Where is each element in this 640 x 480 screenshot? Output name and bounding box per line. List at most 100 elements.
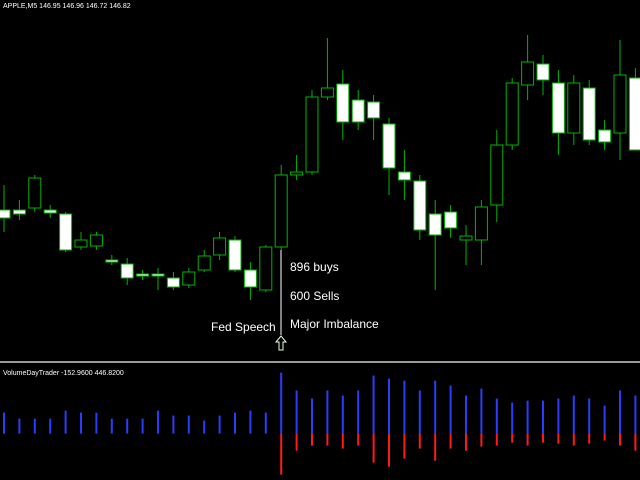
annotation: 600 Sells <box>290 289 339 303</box>
volume-bar <box>465 433 467 451</box>
candle-body <box>444 211 458 229</box>
candle-body <box>413 180 427 231</box>
volume-bar <box>295 390 298 434</box>
candle-body <box>521 61 535 86</box>
annotation: Fed Speech <box>211 320 276 334</box>
volume-bar <box>280 433 283 475</box>
volume-bar <box>295 433 298 451</box>
volume-bar <box>480 388 483 434</box>
annotation: 896 buys <box>290 260 339 274</box>
volume-bar <box>557 398 560 434</box>
candle-body <box>582 87 596 141</box>
candle-body <box>613 74 627 134</box>
candle-body <box>28 177 42 209</box>
candle-body <box>459 235 473 241</box>
volume-bar <box>110 418 113 434</box>
candle-body <box>382 123 396 169</box>
volume-bar <box>495 433 498 446</box>
volume-bar <box>311 433 313 446</box>
candle-body <box>166 277 180 288</box>
volume-bar <box>542 400 544 434</box>
volume-bar <box>418 433 421 449</box>
volume-bar <box>172 415 175 434</box>
volume-bar <box>619 390 621 434</box>
volume-bar <box>95 412 98 434</box>
candle-body <box>182 271 196 286</box>
volume-bar <box>372 375 375 434</box>
candle-body <box>351 99 365 123</box>
candle-body <box>305 96 319 173</box>
volume-bar <box>434 380 437 434</box>
candle-body <box>43 209 57 214</box>
volume-bar <box>603 405 606 434</box>
candle-body <box>367 101 381 119</box>
volume-bar <box>80 412 82 434</box>
candle-body <box>136 273 150 277</box>
volume-bar <box>572 395 575 434</box>
volume-bar <box>403 433 406 459</box>
indicator-header: VolumeDayTrader -152.9600 446.8200 <box>3 370 124 377</box>
candle-body <box>74 239 88 248</box>
candle-body <box>274 174 288 248</box>
volume-bar <box>495 398 498 434</box>
volume-bar <box>218 415 221 434</box>
volume-bar <box>588 398 591 434</box>
volume-bar <box>418 390 421 434</box>
candle-body <box>505 82 519 146</box>
volume-bar <box>157 410 159 434</box>
volume-bar <box>357 433 360 446</box>
volume-bar <box>588 433 591 444</box>
candle-body <box>12 209 26 215</box>
volume-bar <box>326 390 329 434</box>
volume-bar <box>126 418 129 434</box>
volume-bar <box>203 420 206 434</box>
candle-body <box>551 82 565 134</box>
volume-bar <box>64 410 67 434</box>
volume-bar <box>557 433 560 444</box>
volume-bar <box>388 433 390 467</box>
annotation: Major Imbalance <box>290 317 379 331</box>
candle-body <box>397 171 411 181</box>
volume-bar <box>526 400 529 434</box>
candle-body <box>213 237 227 256</box>
candle-body <box>336 83 350 123</box>
volume-bar <box>449 385 452 434</box>
candle-body <box>120 263 134 279</box>
volume-bar <box>388 378 390 434</box>
volume-bar <box>3 412 5 434</box>
volume-bar <box>326 433 329 446</box>
volume-bar <box>619 433 621 446</box>
candle-body <box>567 82 581 134</box>
volume-bar <box>511 433 514 443</box>
volume-bar <box>234 412 236 434</box>
volume-bar <box>603 433 606 441</box>
candle-body <box>536 63 550 81</box>
volume-bar <box>403 380 406 434</box>
volume-bar <box>634 395 637 434</box>
candle-body <box>105 259 119 263</box>
volume-bar <box>341 395 344 434</box>
volume-bar <box>542 433 544 443</box>
volume-bar <box>33 418 36 434</box>
candle-body <box>474 206 488 241</box>
candle-body <box>598 129 612 143</box>
volume-bar <box>311 398 313 434</box>
volume-bar <box>249 410 252 434</box>
volume-bar <box>18 418 21 434</box>
volume-bar <box>434 433 437 461</box>
candle-body <box>428 213 442 236</box>
volume-bar <box>526 433 529 446</box>
volume-bar <box>449 433 452 449</box>
volume-bar <box>480 433 483 447</box>
volume-bar <box>372 433 375 463</box>
candle-body <box>89 234 103 247</box>
volume-bar <box>572 433 575 446</box>
volume-bar <box>511 402 514 434</box>
volume-bar <box>465 395 467 434</box>
symbol-header: APPLE,M5 146.95 146.96 146.72 146.82 <box>3 3 131 10</box>
volume-bar <box>49 418 52 434</box>
candle-body <box>259 246 273 291</box>
candle-body <box>59 213 73 251</box>
volume-bar <box>634 433 637 451</box>
volume-bar <box>357 390 360 434</box>
